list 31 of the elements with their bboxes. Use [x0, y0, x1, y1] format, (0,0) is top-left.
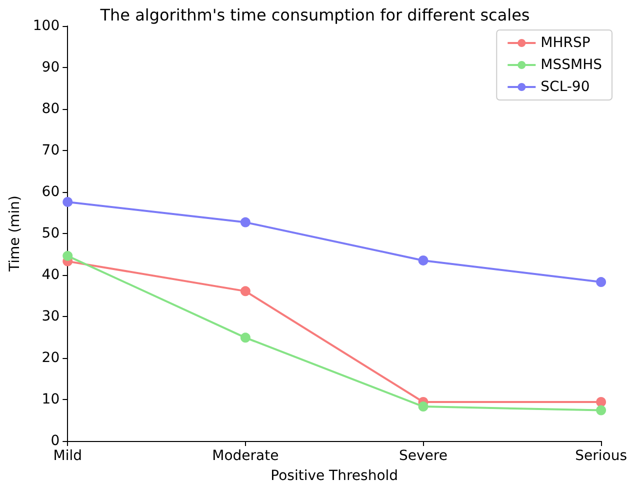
- point: [62, 196, 73, 207]
- x-tick-label: Severe: [399, 448, 448, 464]
- legend-label: MSSMHS: [540, 57, 602, 73]
- y-tick-label: 50: [42, 226, 60, 242]
- y-tick-label: 100: [32, 18, 60, 34]
- point: [240, 217, 250, 228]
- point: [62, 250, 73, 261]
- y-axis-title: Time (min): [7, 195, 23, 273]
- x-tick-label: Moderate: [212, 448, 279, 464]
- x-axis-title: Positive Threshold: [270, 468, 398, 484]
- legend-label: SCL-90: [540, 79, 590, 95]
- y-tick-label: 30: [42, 308, 60, 324]
- point: [240, 332, 250, 343]
- y-tick-label: 80: [42, 101, 60, 117]
- y-tick-label: 60: [42, 184, 60, 200]
- point: [418, 402, 428, 412]
- x-tick-label: Mild: [53, 448, 82, 464]
- y-tick-label: 10: [42, 392, 60, 408]
- y-tick-label: 0: [50, 433, 60, 449]
- point: [240, 286, 250, 296]
- y-tick-label: 70: [42, 142, 60, 158]
- y-tick-label: 20: [42, 350, 60, 366]
- x-tick-label: Serious: [575, 448, 628, 464]
- legend-label: MHRSP: [540, 35, 590, 51]
- y-tick-label: 90: [42, 60, 60, 76]
- point: [596, 405, 606, 416]
- point: [596, 277, 606, 288]
- y-tick-label: 40: [42, 267, 60, 283]
- point: [596, 396, 606, 407]
- chart-title: The algorithm's time consumption for different scales: [99, 6, 530, 24]
- point: [418, 255, 428, 266]
